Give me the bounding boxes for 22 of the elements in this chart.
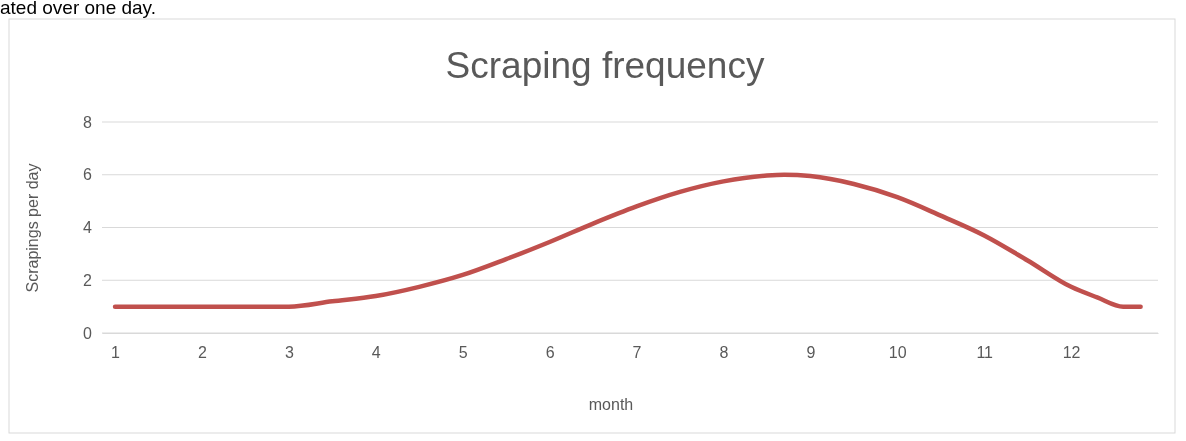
line-series [112, 172, 1143, 309]
x-tick-label: 8 [719, 344, 729, 362]
x-tick-label: 11 [976, 344, 994, 362]
x-tick-label: 6 [545, 344, 555, 362]
x-tick-label: 10 [888, 344, 907, 362]
x-tick-label: 5 [458, 344, 468, 362]
x-tick-label: 1 [111, 344, 121, 362]
x-axis-title: month [588, 396, 634, 413]
y-tick-label: 8 [83, 113, 93, 131]
y-axis-title: Scrapings per day [24, 163, 41, 293]
x-tick-label: 12 [1062, 344, 1081, 362]
y-tick-label: 2 [83, 271, 93, 289]
y-tick-label: 4 [83, 219, 93, 237]
y-tick-label: 0 [83, 324, 93, 342]
x-tick-label: 4 [371, 344, 381, 362]
x-tick-label: 7 [632, 344, 642, 362]
x-tick-label: 2 [198, 344, 207, 362]
text: ated over one day. [0, 0, 156, 18]
x-tick-label: 9 [806, 344, 816, 362]
chart-title: Scraping frequency [445, 45, 765, 86]
y-tick-label: 6 [83, 166, 93, 184]
x-tick-label: 3 [284, 344, 294, 362]
